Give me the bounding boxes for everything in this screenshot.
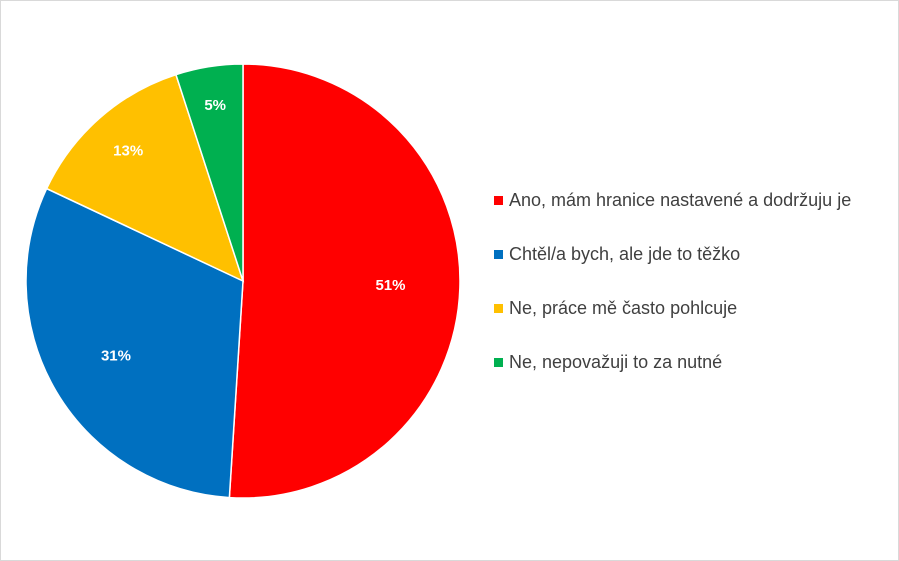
legend-swatch	[494, 196, 503, 205]
pie-slice-2	[25, 187, 244, 499]
pie-slice-3	[45, 73, 245, 283]
legend-label: Ne, práce mě často pohlcuje	[509, 298, 738, 318]
legend-item-3: Ne, práce mě často pohlcuje	[494, 295, 894, 349]
pie-slice-4	[174, 63, 244, 282]
pie-slice-1	[228, 63, 461, 499]
slice-data-label-1: 51%	[375, 277, 405, 294]
slice-data-label-3: 13%	[113, 142, 143, 159]
legend-item-2: Chtěl/a bych, ale jde to těžko	[494, 241, 894, 295]
legend-label: Ano, mám hranice nastavené a dodržuju je	[509, 190, 852, 210]
legend-label: Ne, nepovažuji to za nutné	[509, 352, 723, 372]
legend-swatch	[494, 358, 503, 367]
pie-data-labels: 51% 31% 13% 5%	[101, 97, 406, 365]
pie-slices	[25, 63, 461, 499]
legend-item-1: Ano, mám hranice nastavené a dodržuju je	[494, 187, 894, 241]
slice-data-label-2: 31%	[101, 348, 131, 365]
legend-item-4: Ne, nepovažuji to za nutné	[494, 349, 894, 403]
legend-swatch	[494, 250, 503, 259]
legend-swatch	[494, 304, 503, 313]
legend: Ano, mám hranice nastavené a dodržuju je…	[494, 187, 894, 403]
legend-label: Chtěl/a bych, ale jde to těžko	[509, 244, 741, 264]
slice-data-label-4: 5%	[204, 97, 226, 114]
